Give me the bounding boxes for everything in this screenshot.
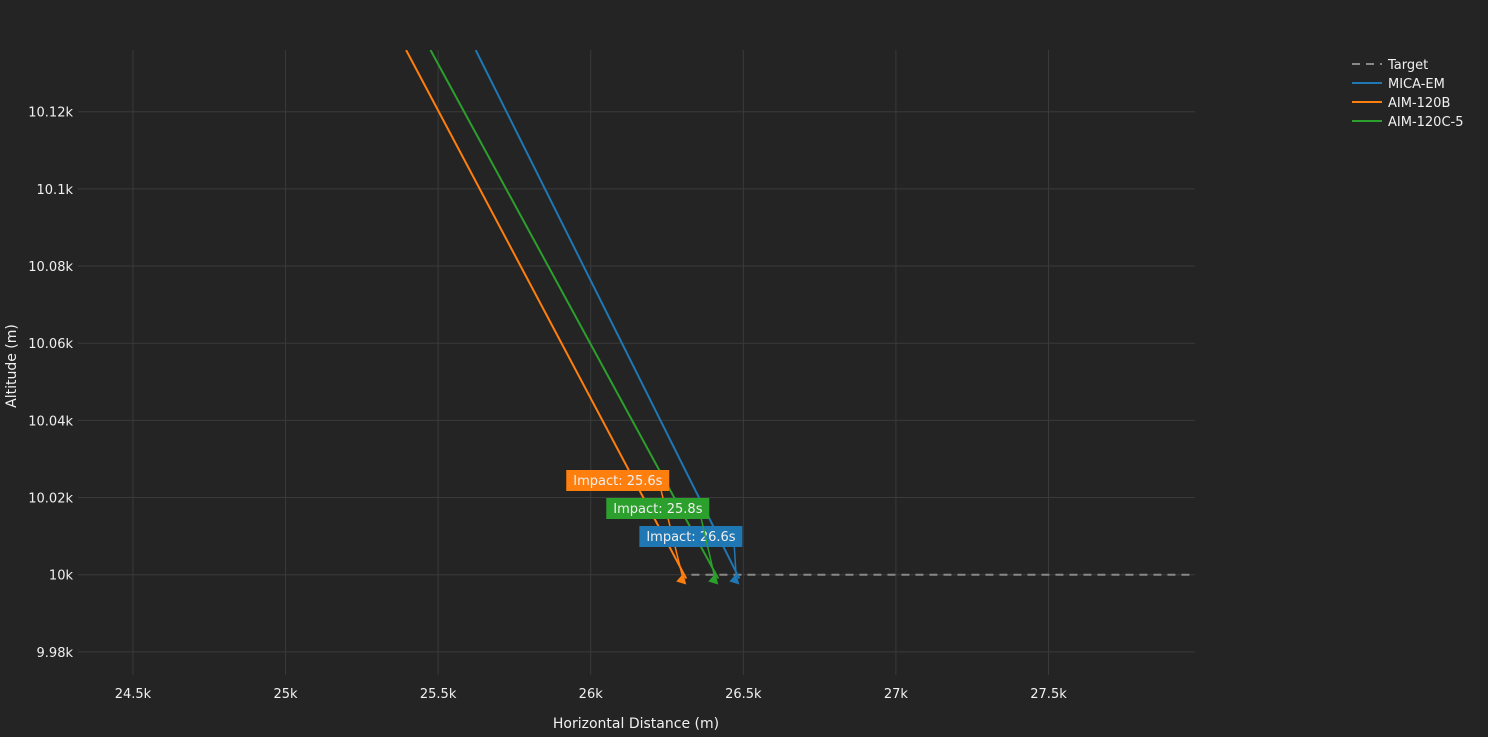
plot-lines [405,50,1195,580]
annotation-text: Impact: 25.8s [613,502,702,517]
impact-annotation: Impact: 25.8s [606,498,710,519]
annotation-arrowhead [729,573,740,585]
legend-label: AIM-120C-5 [1388,115,1464,130]
y-axis-title: Altitude (m) [4,324,20,408]
x-tick-label: 24.5k [115,687,152,702]
x-tick-label: 25.5k [420,687,457,702]
legend-item-aim-120b[interactable]: AIM-120B [1352,96,1450,111]
x-tick-label: 26.5k [725,687,762,702]
y-tick-label: 9.98k [37,646,74,661]
x-tick-label: 27k [884,687,909,702]
legend-item-mica-em[interactable]: MICA-EM [1352,77,1445,92]
grid [78,50,1195,675]
legend-label: AIM-120B [1388,96,1450,111]
annotations: Impact: 25.6s Impact: 26.6s Impact: 25.8s [566,470,743,585]
legend[interactable]: Target MICA-EM AIM-120B AIM-120C-5 [1352,58,1464,130]
series-line-mica-em [474,50,741,579]
y-tick-label: 10.02k [28,492,73,507]
series-line-aim-120c-5 [429,50,720,580]
annotation-arrowhead [708,573,719,585]
annotation-text: Impact: 25.6s [573,474,662,489]
y-tick-label: 10.04k [28,414,73,429]
y-tick-label: 10.08k [28,260,73,275]
legend-label: Target [1387,58,1428,73]
x-tick-label: 25k [273,687,298,702]
x-tick-label: 26k [579,687,604,702]
legend-item-target[interactable]: Target [1352,58,1428,73]
y-tick-label: 10.1k [37,183,74,198]
impact-annotation: Impact: 25.6s [566,470,670,491]
y-tick-label: 10k [49,569,74,584]
y-axis: 9.98k 10k 10.02k 10.04k 10.06k 10.08k 10.1k 10.… [28,106,73,661]
annotation-text: Impact: 26.6s [646,530,735,545]
legend-item-aim-120c-5[interactable]: AIM-120C-5 [1352,115,1464,130]
y-tick-label: 10.12k [28,106,73,121]
legend-label: MICA-EM [1388,77,1445,92]
y-tick-label: 10.06k [28,337,73,352]
impact-annotation: Impact: 26.6s [639,526,743,547]
x-axis: 24.5k 25k 25.5k 26k 26.5k 27k 27.5k [115,687,1068,702]
annotation-arrow [700,518,717,580]
annotation-arrowhead [676,573,687,585]
x-axis-title: Horizontal Distance (m) [553,716,719,732]
x-tick-label: 27.5k [1030,687,1067,702]
